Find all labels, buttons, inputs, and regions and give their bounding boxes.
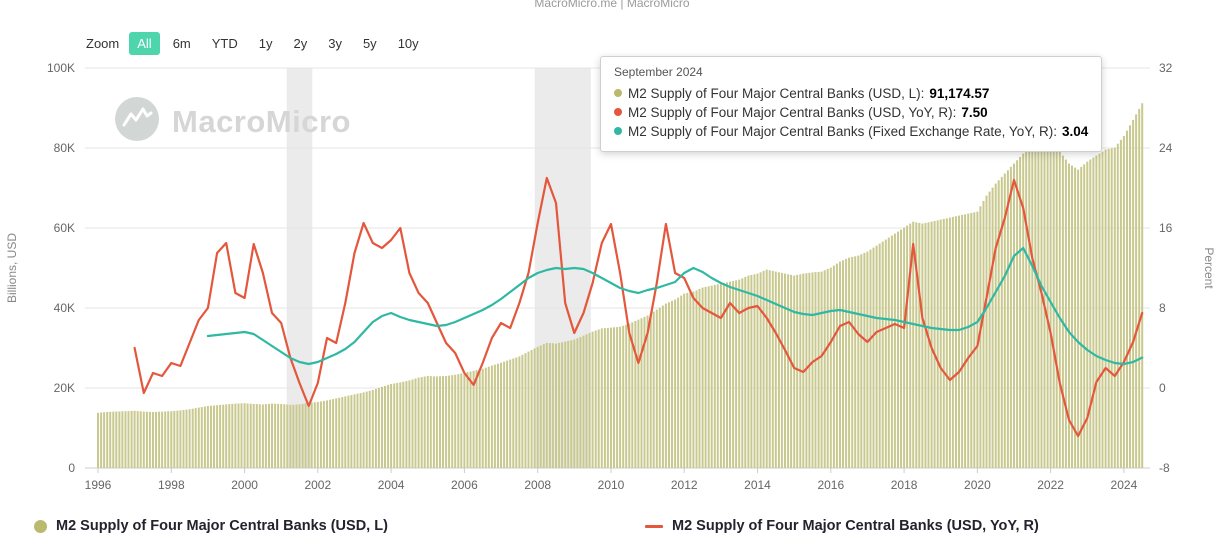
svg-text:32: 32 [1159,61,1173,75]
legend-label: M2 Supply of Four Major Central Banks (U… [672,518,1039,534]
legend-item-m2-usd-yoy[interactable]: M2 Supply of Four Major Central Banks (U… [645,518,1039,534]
zoom-toolbar: Zoom All 6m YTD 1y 2y 3y 5y 10y [86,32,427,55]
svg-text:2012: 2012 [671,478,698,492]
zoom-range-1y[interactable]: 1y [251,32,281,55]
zoom-range-all[interactable]: All [129,32,160,55]
svg-text:1996: 1996 [85,478,112,492]
svg-text:Billions, USD: Billions, USD [5,233,19,303]
tooltip-row-m2-fx-yoy: M2 Supply of Four Major Central Banks (F… [614,122,1088,141]
svg-text:-8: -8 [1159,461,1170,475]
legend-line-icon [645,524,663,528]
svg-text:20K: 20K [54,381,75,395]
svg-text:2006: 2006 [451,478,478,492]
zoom-range-5y[interactable]: 5y [355,32,385,55]
chart-tooltip: September 2024 M2 Supply of Four Major C… [600,56,1103,152]
zoom-range-3y[interactable]: 3y [320,32,350,55]
svg-text:8: 8 [1159,301,1166,315]
svg-text:16: 16 [1159,221,1173,235]
brand-header: MacroMicro.me | MacroMicro [534,0,690,10]
svg-text:0: 0 [1159,381,1166,395]
svg-text:100K: 100K [47,61,75,75]
tooltip-value: 3.04 [1061,124,1089,139]
svg-text:2020: 2020 [964,478,991,492]
svg-text:2002: 2002 [304,478,331,492]
legend-label: M2 Supply of Four Major Central Banks (U… [56,518,388,534]
svg-text:24: 24 [1159,141,1173,155]
tooltip-label: M2 Supply of Four Major Central Banks (U… [628,86,925,101]
tooltip-label: M2 Supply of Four Major Central Banks (F… [628,124,1057,139]
svg-text:2024: 2024 [1111,478,1138,492]
svg-text:2018: 2018 [891,478,918,492]
tooltip-value: 7.50 [961,105,988,120]
svg-text:2022: 2022 [1037,478,1064,492]
svg-text:60K: 60K [54,221,75,235]
series-dot-icon [614,89,622,97]
svg-text:1998: 1998 [158,478,185,492]
legend-item-m2-usd[interactable]: M2 Supply of Four Major Central Banks (U… [34,518,388,534]
series-dot-icon [614,108,622,116]
tooltip-row-m2-usd: M2 Supply of Four Major Central Banks (U… [614,84,1088,103]
svg-text:0: 0 [68,461,75,475]
series-dot-icon [614,127,622,135]
legend-circle-icon [34,519,47,533]
svg-text:Percent: Percent [1202,247,1216,289]
svg-text:40K: 40K [54,301,75,315]
tooltip-row-m2-usd-yoy: M2 Supply of Four Major Central Banks (U… [614,103,1088,122]
zoom-range-2y[interactable]: 2y [285,32,315,55]
svg-text:2000: 2000 [231,478,258,492]
svg-text:80K: 80K [54,141,75,155]
zoom-range-ytd[interactable]: YTD [204,32,246,55]
tooltip-value: 91,174.57 [929,86,990,101]
svg-text:2010: 2010 [598,478,625,492]
tooltip-label: M2 Supply of Four Major Central Banks (U… [628,105,957,120]
zoom-range-6m[interactable]: 6m [165,32,199,55]
tooltip-date: September 2024 [614,65,703,79]
svg-text:2004: 2004 [378,478,405,492]
zoom-label: Zoom [86,36,120,51]
svg-text:2014: 2014 [744,478,771,492]
svg-text:2016: 2016 [817,478,844,492]
svg-text:2008: 2008 [524,478,551,492]
zoom-range-10y[interactable]: 10y [390,32,427,55]
